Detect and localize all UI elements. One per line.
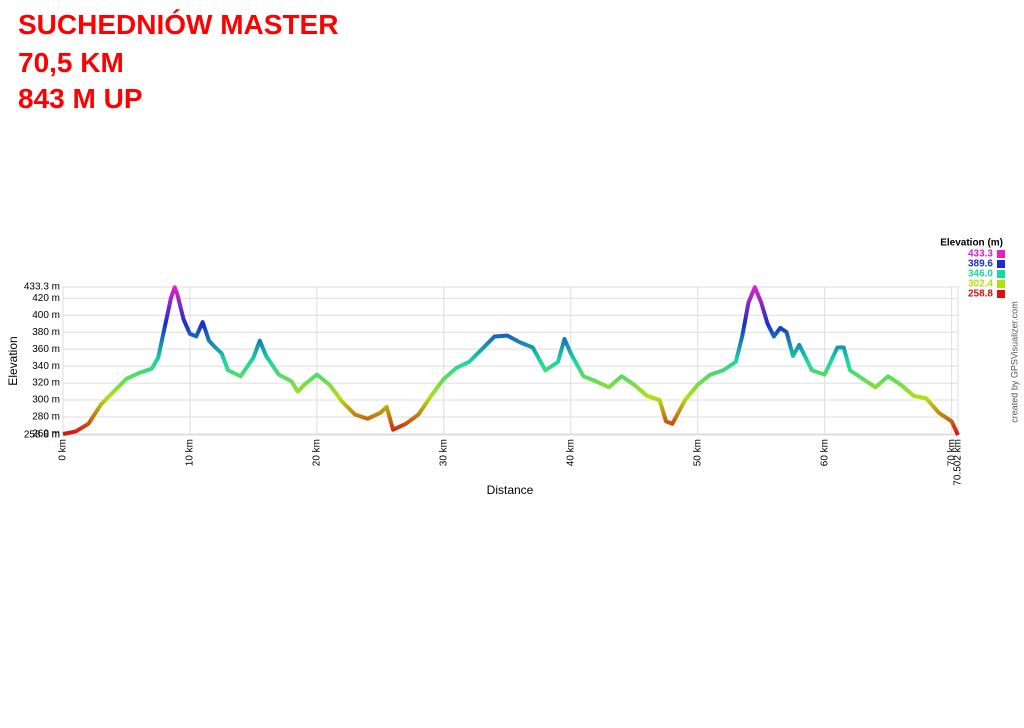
x-tick-label: 10 km [185,439,196,466]
legend-label: 302.4 [968,279,993,290]
x-tick-label: 20 km [312,439,323,466]
legend-label: 346.0 [968,269,993,280]
legend-title: Elevation (m) [940,238,1003,249]
legend-label: 258.8 [968,289,993,300]
x-axis-title: Distance [487,483,534,497]
elevation-line [62,285,960,436]
legend-label: 433.3 [968,249,993,260]
x-tick-label: 40 km [565,439,576,466]
credit: created by GPSVisualizer.com [1009,301,1019,422]
y-axis-title: Elevation [6,336,20,385]
legend-swatch [997,280,1005,288]
y-tick-label: 400 m [32,310,60,321]
legend-label: 389.6 [968,259,993,270]
x-tick-label: 70.502 km [953,439,964,486]
title-line: SUCHEDNIÓW MASTER [18,9,338,40]
y-tick-label: 260 m [32,429,60,440]
x-tick-label: 0 km [58,439,69,461]
y-tick-label: 300 m [32,395,60,406]
legend-swatch [997,260,1005,268]
x-tick-label: 30 km [438,439,449,466]
y-tick-label: 258.8 m [24,430,60,441]
y-tick-label: 420 m [32,293,60,304]
title-line: 70,5 KM [18,47,124,78]
y-tick-label: 380 m [32,327,60,338]
x-tick-label: 60 km [819,439,830,466]
y-tick-label: 280 m [32,412,60,423]
y-tick-label: 360 m [32,344,60,355]
y-tick-label: 340 m [32,361,60,372]
y-tick-label: 320 m [32,378,60,389]
title-line: 843 M UP [18,83,143,114]
legend-swatch [997,270,1005,278]
x-tick-label: 50 km [692,439,703,466]
legend-swatch [997,250,1005,258]
legend-swatch [997,290,1005,298]
plot-area [62,286,959,436]
y-tick-label: 433.3 m [24,282,60,293]
x-tick-label: 70 km [946,439,957,466]
